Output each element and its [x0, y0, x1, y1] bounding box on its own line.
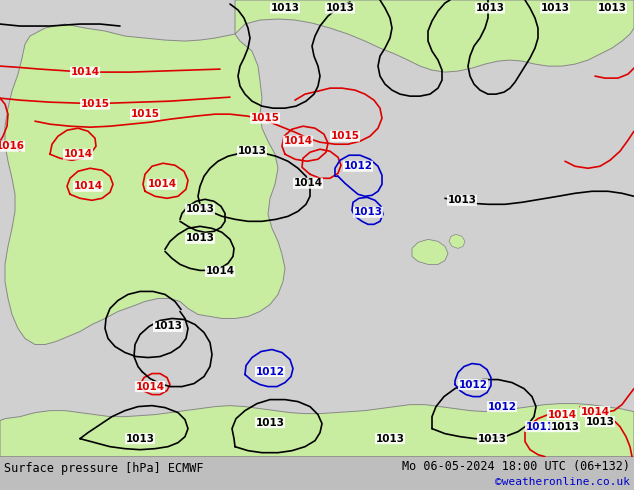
- Text: 1014: 1014: [148, 179, 176, 189]
- Text: 1013: 1013: [354, 207, 382, 218]
- Polygon shape: [0, 404, 634, 457]
- Text: 1012: 1012: [344, 161, 373, 171]
- Text: 1013: 1013: [541, 3, 569, 13]
- Text: 1013: 1013: [186, 204, 214, 214]
- Polygon shape: [449, 234, 465, 248]
- Text: 1014: 1014: [70, 67, 100, 77]
- Text: 1013: 1013: [597, 3, 626, 13]
- Text: 1013: 1013: [186, 233, 214, 244]
- Text: ©weatheronline.co.uk: ©weatheronline.co.uk: [495, 477, 630, 487]
- Text: 1014: 1014: [547, 410, 576, 419]
- Text: 1013: 1013: [256, 417, 285, 428]
- Text: 1013: 1013: [271, 3, 299, 13]
- Text: 1014: 1014: [581, 407, 609, 416]
- Text: 1013: 1013: [550, 421, 579, 432]
- Text: 1013: 1013: [325, 3, 354, 13]
- Text: 1013: 1013: [477, 434, 507, 443]
- Text: 1014: 1014: [294, 178, 323, 188]
- Text: 1014: 1014: [283, 136, 313, 146]
- Text: 1012: 1012: [488, 402, 517, 412]
- Polygon shape: [235, 0, 634, 72]
- Text: 1012: 1012: [458, 380, 488, 390]
- Text: 1014: 1014: [74, 181, 103, 191]
- Text: 1014: 1014: [136, 382, 165, 392]
- Text: Surface pressure [hPa] ECMWF: Surface pressure [hPa] ECMWF: [4, 462, 204, 475]
- Text: 1013: 1013: [375, 434, 404, 443]
- Text: 1015: 1015: [81, 99, 110, 109]
- Text: 1013: 1013: [153, 321, 183, 332]
- Text: 1013: 1013: [476, 3, 505, 13]
- Text: 1013: 1013: [126, 434, 155, 443]
- Text: 1016: 1016: [0, 141, 25, 151]
- Polygon shape: [5, 24, 285, 344]
- Text: 1015: 1015: [250, 113, 280, 123]
- Text: 1011: 1011: [526, 421, 555, 432]
- Polygon shape: [412, 239, 448, 265]
- Text: 1013: 1013: [448, 196, 477, 205]
- Text: 1014: 1014: [205, 267, 235, 276]
- Text: 1015: 1015: [330, 131, 359, 141]
- Text: 1015: 1015: [131, 109, 160, 119]
- Text: 1013: 1013: [238, 146, 266, 156]
- Text: 1014: 1014: [63, 149, 93, 159]
- Text: 1012: 1012: [256, 367, 285, 376]
- Text: 1013: 1013: [586, 416, 614, 427]
- Text: Mo 06-05-2024 18:00 UTC (06+132): Mo 06-05-2024 18:00 UTC (06+132): [402, 460, 630, 473]
